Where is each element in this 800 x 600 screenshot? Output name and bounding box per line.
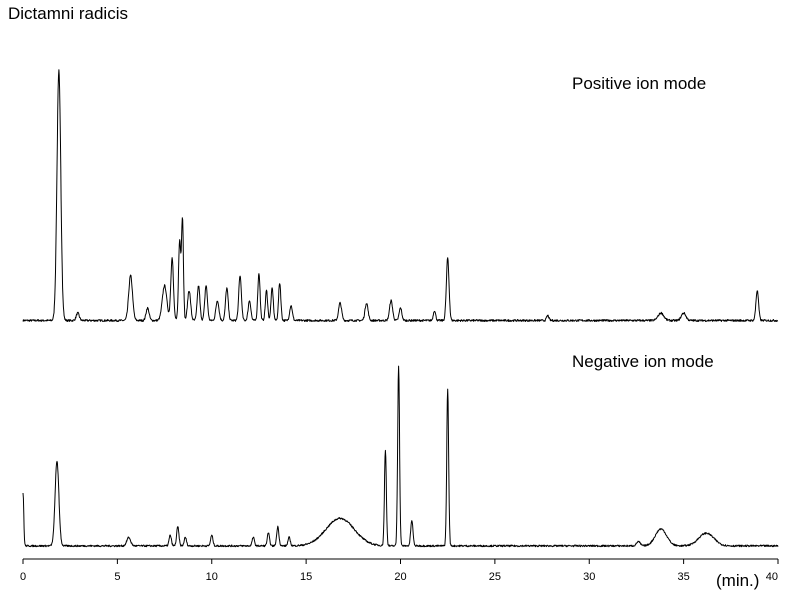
x-axis-unit-label: (min.) <box>716 571 759 590</box>
x-tick-label-0: 0 <box>20 571 26 583</box>
x-tick-label-30: 30 <box>583 571 595 583</box>
x-tick-label-40: 40 <box>766 571 778 583</box>
x-tick-label-15: 15 <box>300 571 312 583</box>
positive-ion-trace <box>22 69 779 322</box>
x-tick-label-20: 20 <box>394 571 406 583</box>
x-tick-label-25: 25 <box>489 571 501 583</box>
negative-ion-mode-label: Negative ion mode <box>572 352 714 371</box>
x-tick-label-10: 10 <box>206 571 218 583</box>
positive-ion-mode-label: Positive ion mode <box>572 74 706 93</box>
x-tick-label-5: 5 <box>114 571 120 583</box>
x-axis-ticks: 0 5 10 15 20 25 30 35 40 <box>20 559 779 583</box>
chart-title: Dictamni radicis <box>8 4 128 23</box>
x-tick-label-35: 35 <box>678 571 690 583</box>
negative-ion-trace <box>22 365 779 548</box>
